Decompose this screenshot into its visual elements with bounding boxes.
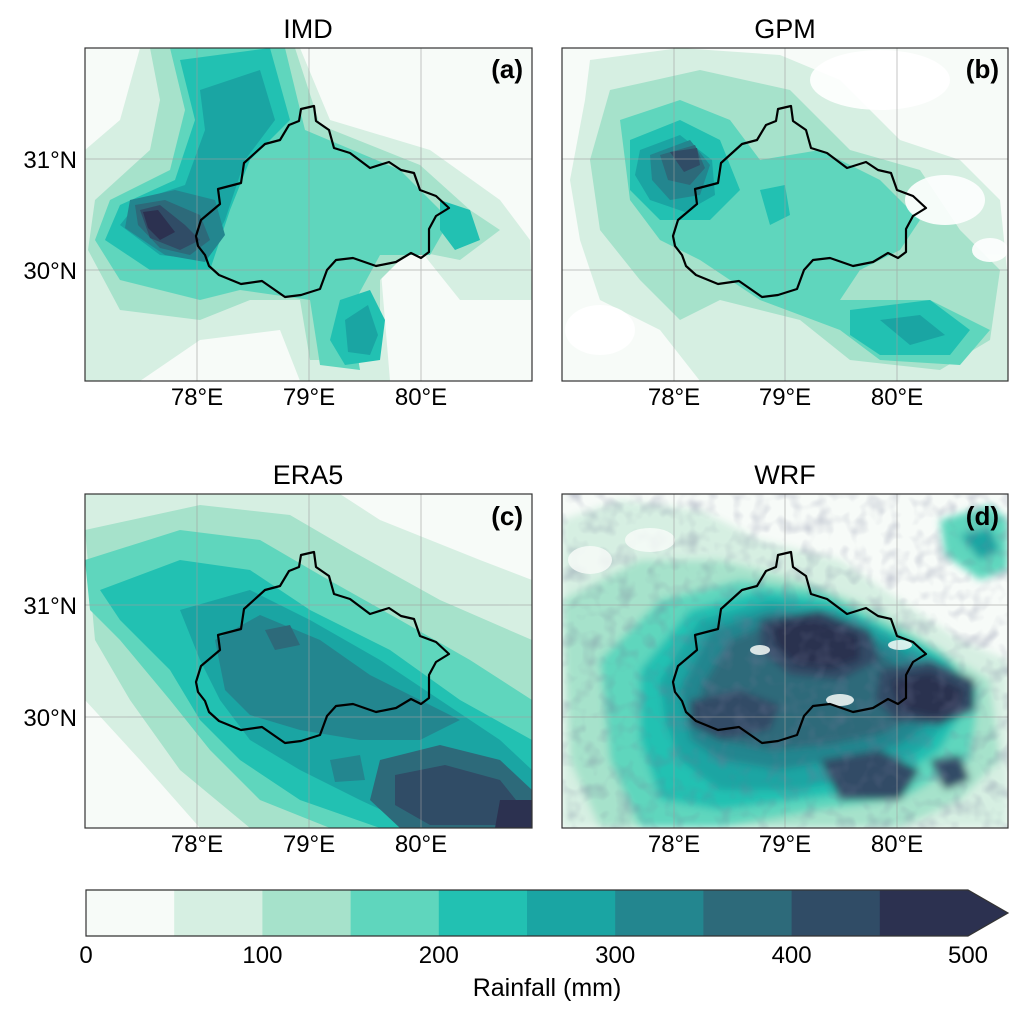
basin-boundary — [194, 550, 451, 745]
colorbar-segment — [527, 890, 616, 936]
colorbar-tick-label: 200 — [419, 942, 459, 969]
map-frame — [84, 493, 533, 829]
lon-tick-label: 80°E — [395, 384, 447, 411]
map-frame — [84, 47, 533, 382]
panel-gpm: GPM (b) 78°E — [561, 14, 1009, 411]
colorbar-segment — [438, 890, 528, 936]
graticule — [562, 494, 1008, 828]
lon-tick-label: 78°E — [171, 831, 223, 858]
lon-tick-label: 80°E — [871, 384, 923, 411]
rainfall-field — [562, 48, 1008, 381]
lon-tick-label: 80°E — [395, 831, 447, 858]
panel-title: IMD — [283, 14, 333, 44]
graticule — [85, 494, 532, 828]
panel-title: ERA5 — [273, 460, 344, 490]
lon-tick-label: 79°E — [759, 384, 811, 411]
colorbar-segment — [879, 890, 969, 936]
colorbar-segment — [615, 890, 704, 936]
lon-tick-label: 78°E — [171, 384, 223, 411]
panel-label: (b) — [966, 54, 999, 84]
lon-tick-label: 79°E — [759, 831, 811, 858]
lon-tick-label: 80°E — [871, 831, 923, 858]
map-frame — [561, 493, 1009, 829]
lon-tick-label: 79°E — [283, 384, 335, 411]
panel-label: (c) — [491, 501, 523, 531]
colorbar-tick-label: 100 — [242, 942, 282, 969]
colorbar-segment — [350, 890, 440, 936]
colorbar-tick-label: 500 — [948, 942, 988, 969]
colorbar: 0 100 200 300 400 500 — [79, 889, 1010, 969]
colorbar-tick-label: 300 — [595, 942, 635, 969]
colorbar-tick-label: 400 — [772, 942, 812, 969]
colorbar-segment — [703, 890, 793, 936]
colorbar-segment — [791, 890, 881, 936]
basin-boundary — [671, 104, 928, 299]
panel-label: (d) — [966, 501, 999, 531]
panel-label: (a) — [491, 54, 523, 84]
map-frame — [561, 47, 1009, 382]
lon-tick-label: 78°E — [648, 831, 700, 858]
colorbar-segment — [174, 890, 263, 936]
panel-era5: ERA5 (c) 78°E 79°E 80°E 31°N 30°N — [23, 460, 533, 858]
panel-title: WRF — [754, 460, 815, 490]
panel-wrf: WRF — [561, 460, 1009, 858]
basin-boundary — [194, 104, 451, 299]
lat-tick-label: 31°N — [23, 147, 77, 174]
graticule — [562, 48, 1008, 381]
colorbar-segment — [86, 890, 175, 936]
lon-tick-label: 79°E — [283, 831, 335, 858]
lat-tick-label: 31°N — [23, 593, 77, 620]
colorbar-label: Rainfall (mm) — [473, 974, 622, 1002]
lon-tick-label: 78°E — [648, 384, 700, 411]
panel-title: GPM — [754, 14, 816, 44]
colorbar-tick-label: 0 — [79, 942, 92, 969]
lat-tick-label: 30°N — [23, 705, 77, 732]
colorbar-extend-arrow — [968, 890, 1008, 936]
lat-tick-label: 30°N — [23, 258, 77, 285]
colorbar-segment — [262, 890, 352, 936]
panel-imd: IMD (a) 78°E 79°E 80°E 31°N 30°N — [23, 14, 533, 411]
colorbar-frame — [85, 889, 1010, 937]
basin-boundary — [671, 550, 928, 745]
graticule — [85, 48, 532, 381]
